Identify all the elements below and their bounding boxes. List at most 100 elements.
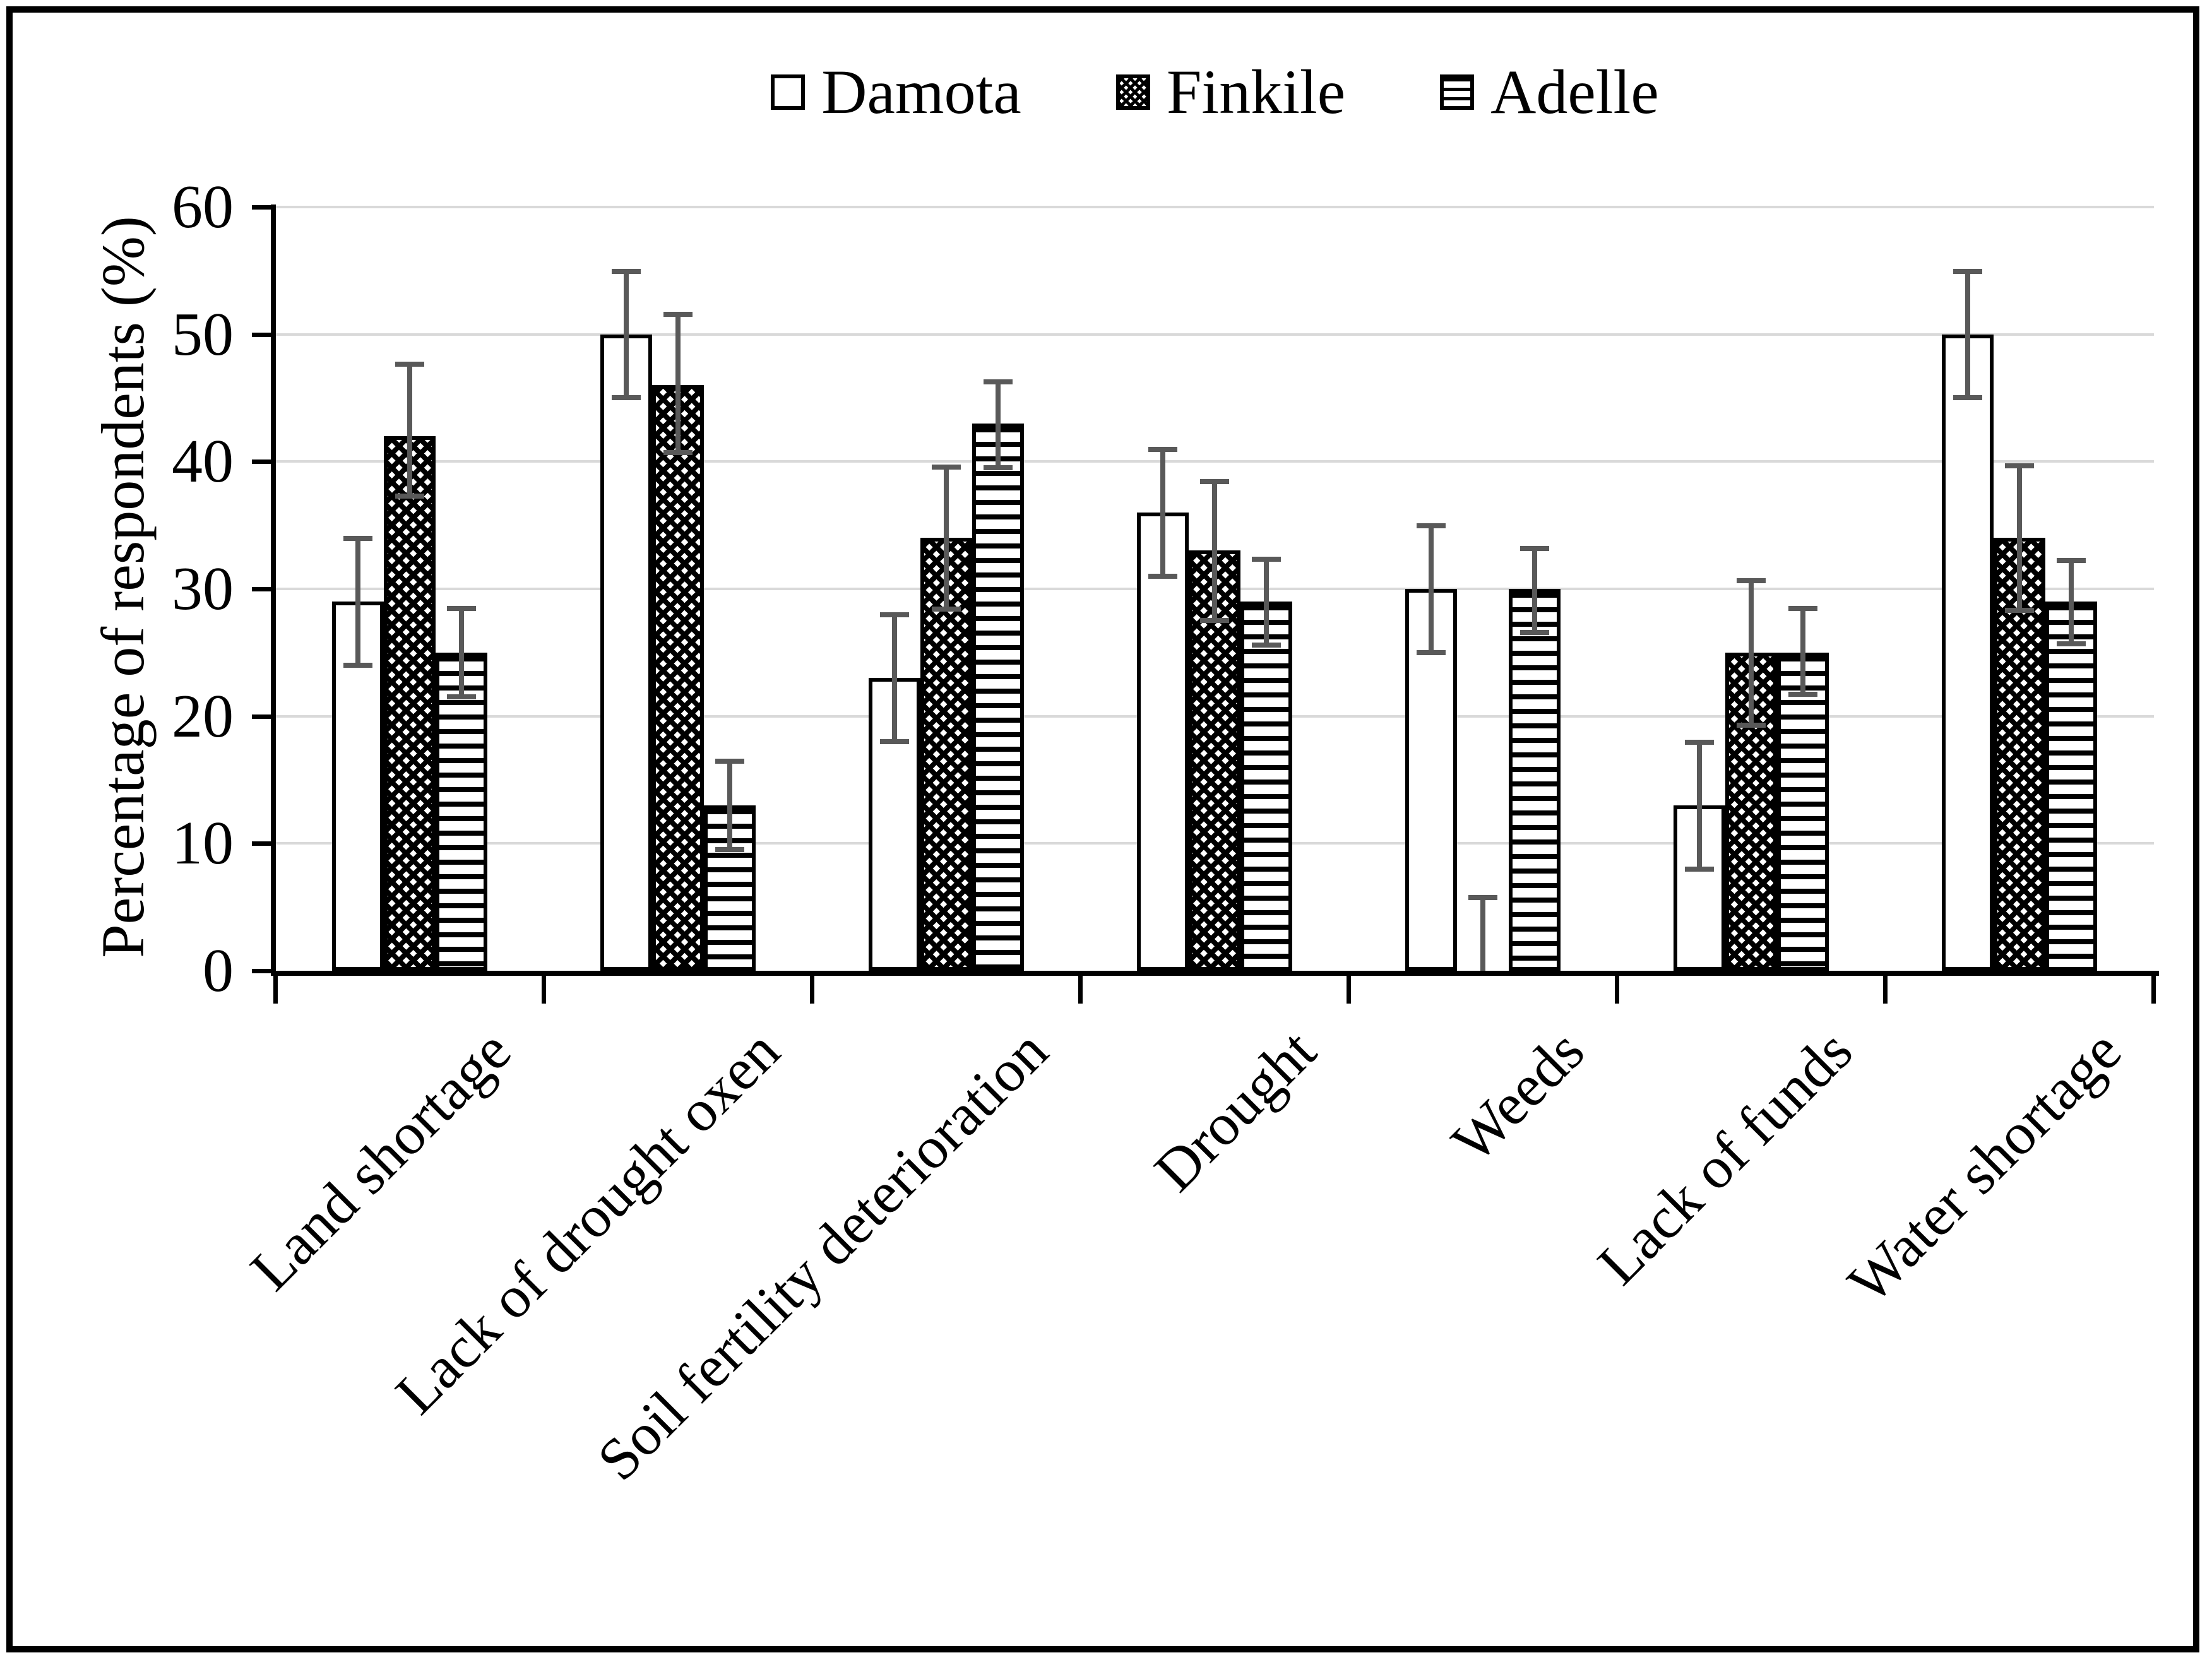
error-bar-cap-bottom bbox=[1953, 395, 1982, 401]
legend-swatch-adelle bbox=[1440, 74, 1475, 110]
error-bar-cap-top bbox=[1788, 606, 1817, 612]
x-axis-tick bbox=[1883, 976, 1888, 1004]
error-bar-cap-top bbox=[1417, 523, 1446, 529]
error-bar-stem bbox=[1965, 270, 1970, 398]
y-tick-label: 40 bbox=[172, 427, 234, 496]
error-bar-stem bbox=[2017, 465, 2022, 611]
error-bar-cap-top bbox=[932, 465, 961, 470]
error-bar-cap-top bbox=[1520, 546, 1549, 552]
error-bar-cap-top bbox=[447, 606, 476, 612]
bar-damota-1 bbox=[600, 334, 652, 971]
error-bar-cap-bottom bbox=[343, 662, 372, 668]
legend-swatch-finkile bbox=[1115, 74, 1150, 110]
y-axis-tick bbox=[252, 460, 276, 465]
error-bar-cap-top bbox=[984, 379, 1013, 385]
error-bar-cap-top bbox=[715, 759, 744, 764]
x-axis-tick bbox=[1615, 976, 1619, 1004]
legend-item-damota: Damota bbox=[771, 61, 1021, 124]
y-axis-tick bbox=[252, 714, 276, 719]
y-tick-label: 10 bbox=[172, 809, 234, 878]
error-bar-cap-top bbox=[880, 612, 909, 618]
x-axis-line bbox=[271, 971, 2159, 976]
error-bar-stem bbox=[1212, 480, 1217, 621]
error-bar-cap-top bbox=[1737, 578, 1766, 583]
error-bar-cap-top bbox=[663, 312, 693, 317]
error-bar-stem bbox=[1749, 579, 1754, 725]
x-axis-tick bbox=[542, 976, 546, 1004]
error-bar-stem bbox=[675, 314, 681, 453]
gridline bbox=[276, 333, 2154, 336]
y-tick-label: 50 bbox=[172, 300, 234, 369]
y-tick-label: 30 bbox=[172, 554, 234, 623]
x-axis-tick bbox=[1347, 976, 1351, 1004]
error-bar-stem bbox=[624, 270, 629, 398]
x-axis-tick bbox=[1078, 976, 1083, 1004]
bar-adelle-3 bbox=[1240, 602, 1292, 971]
error-bar-stem bbox=[1532, 548, 1537, 632]
bar-finkile-1 bbox=[652, 385, 704, 971]
bar-adelle-6 bbox=[2045, 602, 2097, 971]
error-bar-stem bbox=[1697, 741, 1702, 869]
bar-finkile-2 bbox=[920, 538, 972, 971]
legend-swatch-damota bbox=[771, 74, 806, 110]
error-bar-stem bbox=[459, 608, 464, 697]
bar-adelle-0 bbox=[436, 652, 487, 971]
error-bar-stem bbox=[1429, 525, 1434, 653]
error-bar-cap-top bbox=[1148, 447, 1177, 453]
gridline bbox=[276, 460, 2154, 463]
error-bar-cap-bottom bbox=[984, 465, 1013, 471]
bar-adelle-4 bbox=[1509, 588, 1561, 971]
error-bar-cap-top bbox=[1252, 556, 1281, 562]
error-bar-cap-bottom bbox=[1417, 649, 1446, 655]
error-bar-cap-top bbox=[395, 362, 424, 367]
error-bar-cap-top bbox=[1685, 739, 1714, 745]
y-tick-label: 0 bbox=[203, 937, 234, 1005]
x-axis-tick bbox=[273, 976, 278, 1004]
error-bar-cap-top bbox=[1200, 478, 1229, 484]
error-bar-cap-bottom bbox=[1737, 722, 1766, 728]
error-bar-cap-bottom bbox=[1200, 618, 1229, 624]
error-bar-cap-top bbox=[612, 268, 641, 274]
error-bar-stem bbox=[944, 466, 949, 610]
y-axis-tick bbox=[252, 969, 276, 973]
y-tick-label: 60 bbox=[172, 172, 234, 241]
error-bar-cap-bottom bbox=[395, 493, 424, 499]
error-bar-cap-bottom bbox=[932, 607, 961, 612]
x-axis-tick bbox=[810, 976, 814, 1004]
y-axis-line bbox=[271, 204, 276, 976]
error-bar-cap-bottom bbox=[2005, 608, 2034, 614]
error-bar-cap-bottom bbox=[447, 694, 476, 700]
y-axis-tick bbox=[252, 332, 276, 337]
error-bar-cap-bottom bbox=[1252, 642, 1281, 648]
bar-damota-6 bbox=[1942, 334, 1994, 971]
legend-item-adelle: Adelle bbox=[1440, 61, 1659, 124]
bar-damota-3 bbox=[1137, 512, 1189, 971]
error-bar-cap-bottom bbox=[880, 738, 909, 744]
error-bar-cap-bottom bbox=[1148, 573, 1177, 579]
error-bar-stem bbox=[407, 364, 412, 496]
error-bar-stem bbox=[1160, 449, 1165, 576]
error-bar-cap-bottom bbox=[1788, 692, 1817, 697]
legend: Damota Finkile Adelle bbox=[276, 61, 2154, 124]
legend-label-finkile: Finkile bbox=[1166, 57, 1346, 127]
error-bar-cap-top bbox=[2005, 463, 2034, 469]
bar-finkile-0 bbox=[384, 436, 436, 971]
bar-adelle-5 bbox=[1777, 652, 1829, 971]
error-bar-stem bbox=[2069, 559, 2074, 644]
y-axis-tick bbox=[252, 586, 276, 591]
bar-adelle-2 bbox=[972, 423, 1024, 971]
error-bar-stem bbox=[996, 381, 1001, 468]
error-bar-cap-top bbox=[1953, 268, 1982, 274]
error-bar-stem bbox=[1800, 608, 1805, 695]
error-bar-cap-top bbox=[343, 536, 372, 542]
bar-damota-5 bbox=[1674, 805, 1725, 971]
error-bar-cap-bottom bbox=[715, 847, 744, 853]
bar-finkile-5 bbox=[1725, 652, 1777, 971]
error-bar-stem bbox=[1480, 897, 1485, 971]
x-axis-tick bbox=[2151, 976, 2156, 1004]
error-bar-cap-bottom bbox=[612, 395, 641, 401]
error-bar-cap-bottom bbox=[663, 450, 693, 456]
figure-border bbox=[6, 6, 2199, 1652]
y-tick-label: 20 bbox=[172, 682, 234, 750]
